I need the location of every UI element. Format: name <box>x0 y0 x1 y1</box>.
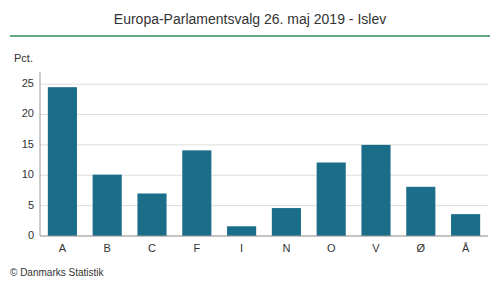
grid-line <box>40 114 488 115</box>
y-tick-label: 5 <box>28 199 34 211</box>
x-tick-label: I <box>240 242 243 254</box>
x-tick-label: A <box>59 242 67 254</box>
bar <box>93 175 122 236</box>
y-tick-label: 10 <box>22 168 34 180</box>
x-tick-label: F <box>193 242 200 254</box>
x-tick-label: C <box>148 242 156 254</box>
grid <box>40 84 488 236</box>
y-tick-label: 0 <box>28 229 34 241</box>
bar <box>182 150 211 236</box>
title-rule <box>10 35 490 37</box>
x-tick-label: Å <box>462 242 470 254</box>
bars <box>48 87 480 236</box>
bar <box>137 193 166 236</box>
y-tick-label: 25 <box>22 77 34 89</box>
bar <box>48 87 77 236</box>
bar <box>272 208 301 236</box>
grid-line <box>40 236 488 237</box>
footer: © Danmarks Statistik <box>10 267 105 278</box>
title: Europa-Parlamentsvalg 26. maj 2019 - Isl… <box>114 11 386 27</box>
bar <box>451 214 480 236</box>
x-tick-label: V <box>372 242 380 254</box>
y-axis-label: Pct. <box>14 52 33 64</box>
grid-line <box>40 144 488 145</box>
bar <box>361 145 390 236</box>
bar <box>227 226 256 236</box>
bar <box>406 187 435 236</box>
y-tick-label: 15 <box>22 138 34 150</box>
bar <box>317 163 346 236</box>
x-tick-label: B <box>104 242 111 254</box>
y-tick-label: 20 <box>22 107 34 119</box>
x-tick-label: N <box>282 242 290 254</box>
grid-line <box>40 84 488 85</box>
x-tick-label: Ø <box>417 242 426 254</box>
chart-container: Europa-Parlamentsvalg 26. maj 2019 - Isl… <box>0 0 500 282</box>
x-axis-line <box>40 236 488 237</box>
y-axis-line <box>40 72 41 236</box>
x-tick-label: O <box>327 242 336 254</box>
chart-svg: Europa-Parlamentsvalg 26. maj 2019 - Isl… <box>0 0 500 282</box>
